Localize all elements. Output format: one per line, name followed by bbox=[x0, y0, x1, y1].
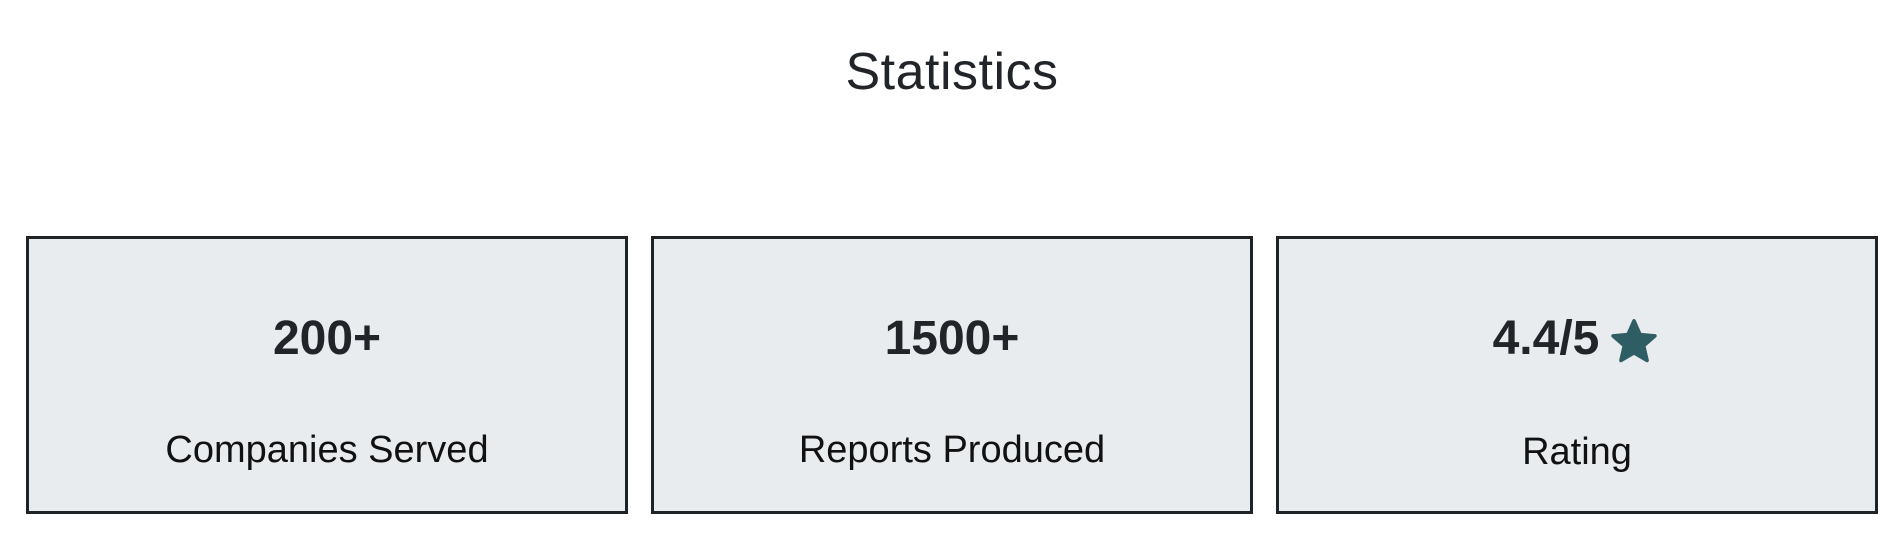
section-title: Statistics bbox=[845, 43, 1059, 101]
stat-label-reports: Reports Produced bbox=[798, 429, 1106, 471]
stat-card-rating: 4.4/5 Rating bbox=[1276, 236, 1878, 514]
stat-label-companies: Companies Served bbox=[165, 429, 489, 471]
stat-value-row: 4.4/5 bbox=[1493, 309, 1662, 369]
star-icon bbox=[1607, 315, 1661, 369]
stat-card-companies: 200+ Companies Served bbox=[26, 236, 628, 514]
stat-value-reports: 1500+ bbox=[884, 312, 1020, 365]
stat-value-rating: 4.4/5 bbox=[1492, 312, 1600, 365]
stat-value-row: 1500+ bbox=[885, 309, 1020, 369]
stat-value-row: 200+ bbox=[273, 309, 381, 369]
stat-value-companies: 200+ bbox=[272, 312, 382, 365]
stats-cards: 200+ Companies Served 1500+ Reports Prod… bbox=[26, 236, 1878, 514]
stat-card-reports: 1500+ Reports Produced bbox=[651, 236, 1253, 514]
stat-label-rating: Rating bbox=[1522, 431, 1632, 473]
